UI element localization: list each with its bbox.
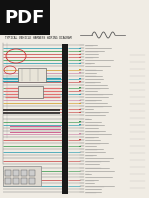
Bar	[79, 48, 80, 49]
Text: TYPICAL VEHICLE HARNESS WIRING DIAGRAM: TYPICAL VEHICLE HARNESS WIRING DIAGRAM	[5, 36, 72, 40]
Bar	[50, 0, 149, 35]
Bar	[79, 146, 80, 147]
Bar	[62, 44, 68, 194]
Bar	[13, 170, 19, 176]
Bar	[79, 63, 80, 64]
Bar	[79, 103, 80, 104]
Bar	[0, 0, 50, 35]
Bar	[5, 170, 11, 176]
Bar	[0, 35, 149, 198]
Text: PDF: PDF	[5, 9, 45, 27]
Bar	[79, 133, 80, 134]
Bar	[79, 90, 80, 91]
Bar	[79, 109, 80, 110]
Bar	[79, 81, 80, 82]
Bar	[5, 178, 11, 184]
Bar	[79, 87, 80, 88]
Bar	[21, 178, 27, 184]
Bar	[79, 72, 80, 73]
Bar	[79, 139, 80, 140]
Bar	[79, 93, 80, 94]
Bar	[79, 57, 80, 58]
Bar	[79, 78, 80, 79]
Bar	[21, 170, 27, 176]
Bar	[18, 86, 43, 98]
Bar	[29, 170, 35, 176]
Bar	[79, 124, 80, 125]
Bar	[79, 51, 80, 52]
Bar	[79, 69, 80, 70]
Bar	[79, 54, 80, 55]
Bar	[29, 178, 35, 184]
Bar	[79, 100, 80, 101]
Bar	[3, 166, 41, 186]
Bar	[18, 68, 46, 82]
Bar	[13, 178, 19, 184]
Bar	[79, 60, 80, 61]
Bar	[79, 112, 80, 113]
Bar	[79, 121, 80, 122]
